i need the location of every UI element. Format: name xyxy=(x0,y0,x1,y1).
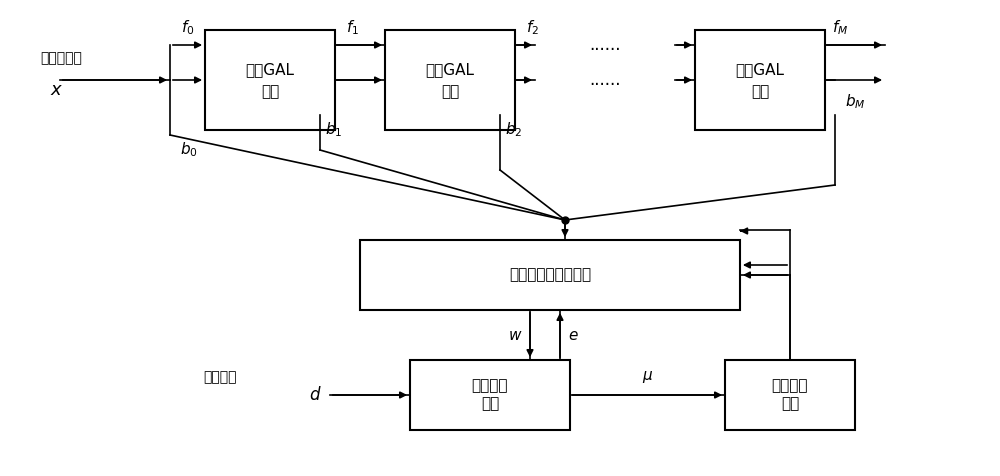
Text: 步长调整: 步长调整 xyxy=(772,378,808,394)
Text: 单节GAL: 单节GAL xyxy=(736,62,784,78)
Text: $f_M$: $f_M$ xyxy=(832,18,848,37)
Text: $w$: $w$ xyxy=(508,327,522,343)
Text: $f_1$: $f_1$ xyxy=(346,18,360,37)
Text: $b_2$: $b_2$ xyxy=(505,120,522,139)
Text: $b_M$: $b_M$ xyxy=(845,92,865,111)
Bar xyxy=(385,30,515,130)
Text: $x$: $x$ xyxy=(50,81,63,99)
Text: ......: ...... xyxy=(589,71,621,89)
Text: 单节GAL: 单节GAL xyxy=(246,62,294,78)
Bar xyxy=(360,240,740,310)
Text: 模块: 模块 xyxy=(781,397,799,411)
Text: 期望输出: 期望输出 xyxy=(203,370,237,384)
Text: ......: ...... xyxy=(589,36,621,54)
Text: 模块: 模块 xyxy=(481,397,499,411)
Bar xyxy=(410,360,570,430)
Text: $\mu$: $\mu$ xyxy=(642,369,653,385)
Bar xyxy=(725,360,855,430)
Text: $d$: $d$ xyxy=(309,386,322,404)
Text: 滤波器输入: 滤波器输入 xyxy=(40,51,82,65)
Text: $b_0$: $b_0$ xyxy=(180,140,198,159)
Text: $e$: $e$ xyxy=(568,327,579,343)
Text: 单节GAL: 单节GAL xyxy=(426,62,475,78)
Text: 自适应权値调整模块: 自适应权値调整模块 xyxy=(509,268,591,282)
Bar xyxy=(695,30,825,130)
Text: $f_0$: $f_0$ xyxy=(181,18,195,37)
Text: 误差计算: 误差计算 xyxy=(472,378,508,394)
Text: 模块: 模块 xyxy=(261,85,279,99)
Text: 模块: 模块 xyxy=(751,85,769,99)
Text: $f_2$: $f_2$ xyxy=(526,18,540,37)
Text: $b_1$: $b_1$ xyxy=(325,120,342,139)
Text: 模块: 模块 xyxy=(441,85,459,99)
Bar xyxy=(205,30,335,130)
